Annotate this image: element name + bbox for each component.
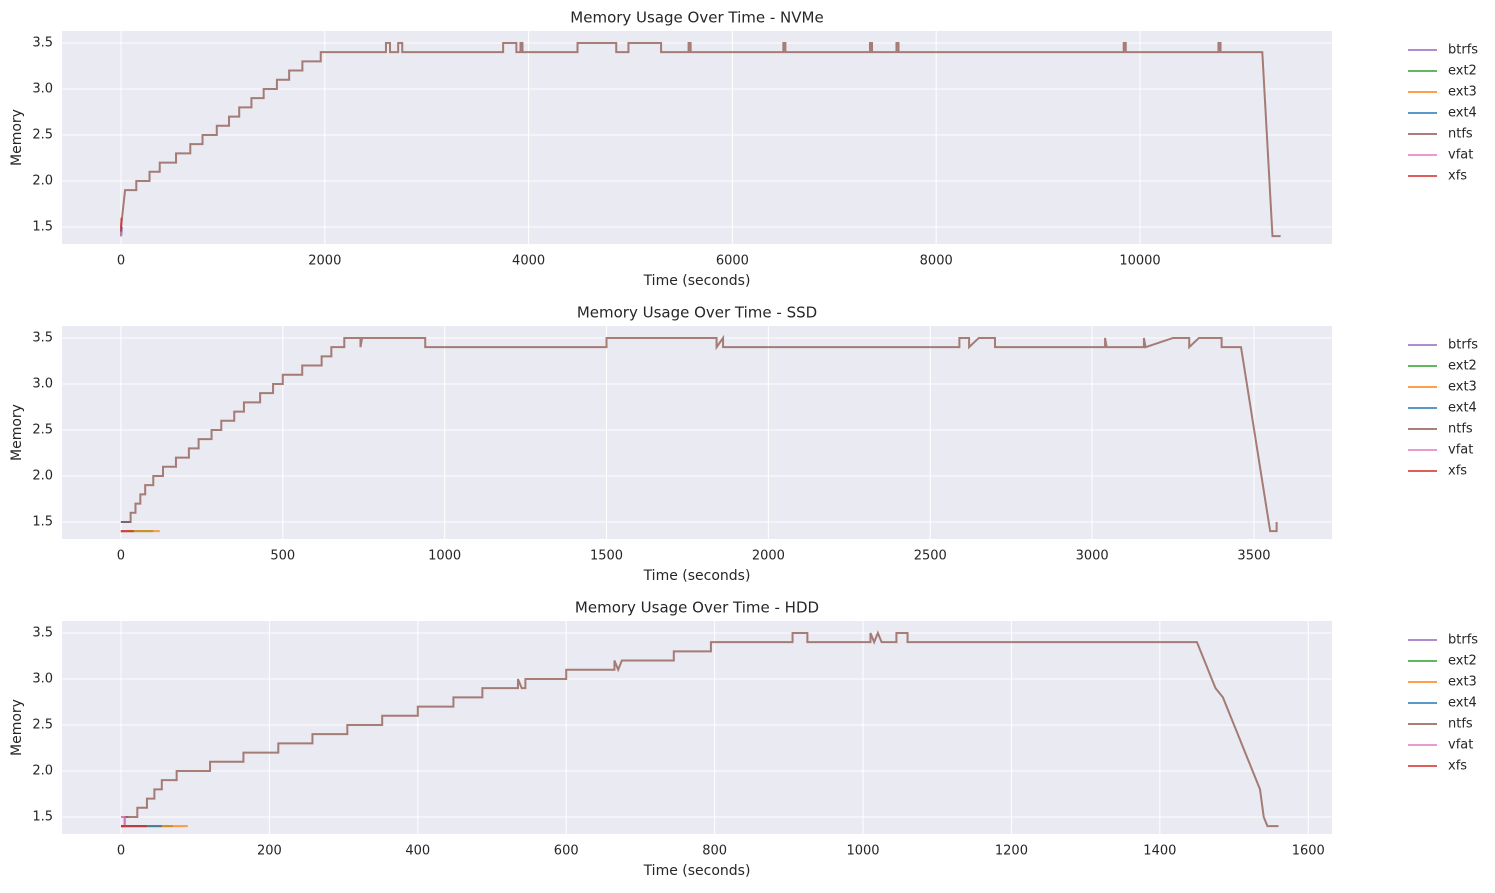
legend-label: ext4 [1448,106,1477,121]
x-tick-label: 3500 [1237,549,1270,564]
legend-label: ext2 [1448,654,1477,669]
chart-title: Memory Usage Over Time - SSD [577,304,817,322]
plot-area [62,31,1332,244]
y-tick-label: 3.5 [32,35,53,50]
y-tick-label: 2.5 [32,127,53,142]
legend-label: xfs [1448,169,1467,184]
x-tick-label: 500 [270,549,295,564]
y-tick-label: 2.0 [32,173,53,188]
x-tick-label: 600 [554,844,579,859]
x-tick-label: 200 [257,844,282,859]
x-tick-label: 1600 [1292,844,1325,859]
legend-label: ntfs [1448,127,1473,142]
x-tick-label: 800 [702,844,727,859]
x-tick-label: 10000 [1119,254,1160,269]
x-axis-label: Time (seconds) [643,568,751,584]
legend-label: ext4 [1448,401,1477,416]
legend-label: vfat [1448,738,1473,753]
legend-label: ntfs [1448,422,1473,437]
x-tick-label: 1000 [846,844,879,859]
x-tick-label: 3000 [1076,549,1109,564]
y-axis-label: Memory [9,404,25,461]
y-axis-label: Memory [9,109,25,166]
legend-label: btrfs [1448,43,1478,58]
x-tick-label: 8000 [920,254,953,269]
chart-title: Memory Usage Over Time - NVMe [570,9,823,27]
y-tick-label: 2.0 [32,763,53,778]
plot-area [62,621,1332,834]
x-tick-label: 1000 [428,549,461,564]
x-tick-label: 6000 [716,254,749,269]
legend-label: btrfs [1448,338,1478,353]
legend-label: ext2 [1448,64,1477,79]
y-tick-label: 1.5 [32,514,53,529]
x-tick-label: 0 [117,844,125,859]
x-tick-label: 2500 [914,549,947,564]
legend-label: ext2 [1448,359,1477,374]
y-tick-label: 2.0 [32,468,53,483]
x-tick-label: 0 [117,549,125,564]
y-tick-label: 3.0 [32,376,53,391]
x-tick-label: 1500 [590,549,623,564]
y-tick-label: 3.0 [32,671,53,686]
chart-title: Memory Usage Over Time - HDD [575,599,819,617]
plot-area [62,326,1332,539]
legend-label: vfat [1448,148,1473,163]
x-axis-label: Time (seconds) [643,863,751,879]
legend-label: ext3 [1448,380,1477,395]
legend-label: xfs [1448,759,1467,774]
legend-label: vfat [1448,443,1473,458]
legend-label: btrfs [1448,633,1478,648]
x-axis-label: Time (seconds) [643,273,751,289]
x-tick-label: 0 [117,254,125,269]
legend-label: xfs [1448,464,1467,479]
legend-label: ntfs [1448,717,1473,732]
y-tick-label: 3.5 [32,625,53,640]
y-tick-label: 1.5 [32,219,53,234]
x-tick-label: 2000 [752,549,785,564]
legend-label: ext3 [1448,675,1477,690]
y-tick-label: 3.0 [32,81,53,96]
x-tick-label: 4000 [512,254,545,269]
x-tick-label: 1400 [1143,844,1176,859]
x-tick-label: 1200 [995,844,1028,859]
y-tick-label: 2.5 [32,717,53,732]
series-line [121,218,122,232]
x-tick-label: 400 [405,844,430,859]
legend-label: ext4 [1448,696,1477,711]
y-tick-label: 1.5 [32,809,53,824]
y-tick-label: 2.5 [32,422,53,437]
legend-label: ext3 [1448,85,1477,100]
x-tick-label: 2000 [308,254,341,269]
y-axis-label: Memory [9,699,25,756]
y-tick-label: 3.5 [32,330,53,345]
